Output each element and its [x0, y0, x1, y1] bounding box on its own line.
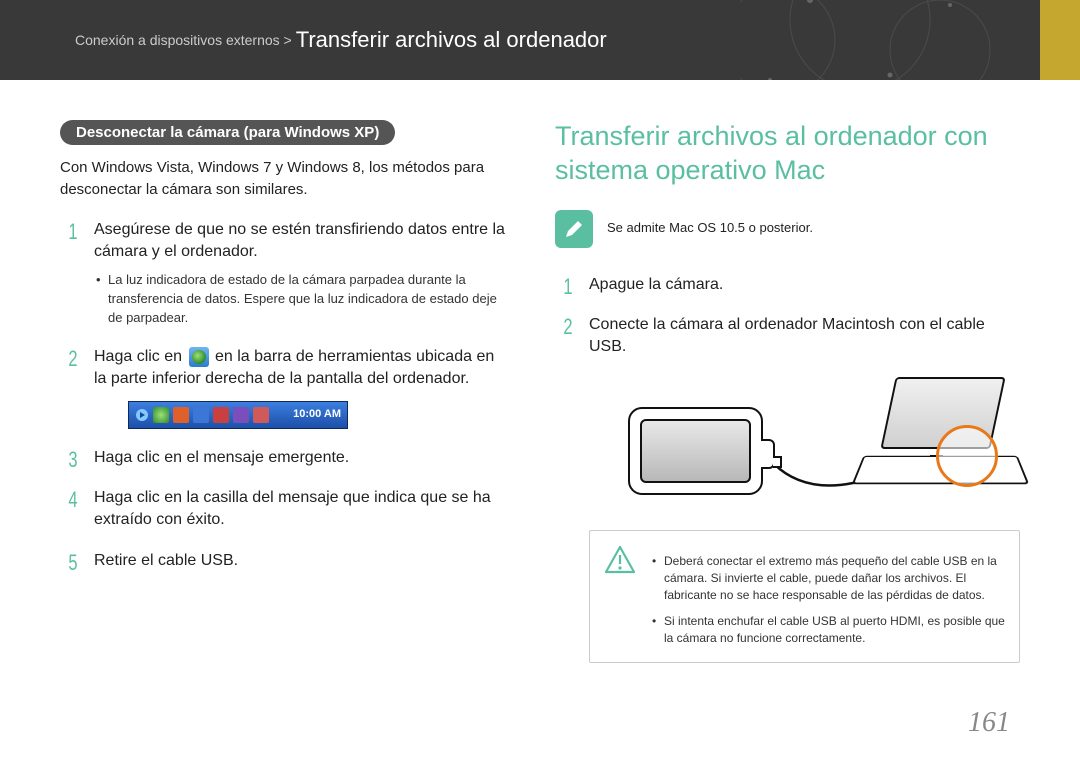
note-box: Se admite Mac OS 10.5 o posterior.	[555, 210, 1020, 248]
tray-icon-1	[153, 407, 169, 423]
taskbar-clock: 10:00 AM	[293, 407, 341, 422]
warning-list: Deberá conectar el extremo más pequeño d…	[650, 545, 1005, 648]
breadcrumb-parent: Conexión a dispositivos externos >	[75, 32, 292, 48]
warning-item-2: Si intenta enchufar el cable USB al puer…	[650, 613, 1005, 648]
right-column: Transferir archivos al ordenador con sis…	[555, 120, 1020, 681]
connection-highlight	[936, 425, 998, 487]
breadcrumb-current: Transferir archivos al ordenador	[296, 27, 607, 53]
right-steps: Apague la cámara. Conecte la cámara al o…	[555, 274, 1020, 663]
taskbar-image: 10:00 AM	[128, 401, 348, 429]
step-1-text: Asegúrese de que no se estén transfirien…	[94, 221, 505, 260]
header-decor	[740, 0, 1000, 80]
warning-item-1: Deberá conectar el extremo más pequeño d…	[650, 553, 1005, 605]
tray-icon-3	[193, 407, 209, 423]
start-arrow-icon	[135, 408, 149, 422]
note-text: Se admite Mac OS 10.5 o posterior.	[607, 210, 813, 235]
warning-icon	[604, 545, 636, 582]
warning-box: Deberá conectar el extremo más pequeño d…	[589, 530, 1020, 663]
page-number: 161	[968, 707, 1010, 739]
right-step-1: Apague la cámara.	[555, 274, 1020, 296]
connection-diagram	[623, 377, 1033, 512]
step-1: Asegúrese de que no se estén transfirien…	[60, 219, 507, 328]
page-header: Conexión a dispositivos externos > Trans…	[0, 0, 1080, 80]
safely-remove-icon	[189, 347, 209, 367]
right-step-2: Conecte la cámara al ordenador Macintosh…	[555, 314, 1020, 663]
subsection-pill: Desconectar la cámara (para Windows XP)	[60, 120, 395, 145]
note-pen-icon	[555, 210, 593, 248]
step-3: Haga clic en el mensaje emergente.	[60, 447, 507, 469]
camera-body	[628, 407, 763, 495]
step-1-sub: La luz indicadora de estado de la cámara…	[94, 271, 507, 328]
gold-accent-bar	[1040, 0, 1080, 80]
tray-icon-4	[213, 407, 229, 423]
step-2: Haga clic en en la barra de herramientas…	[60, 346, 507, 429]
intro-paragraph: Con Windows Vista, Windows 7 y Windows 8…	[60, 157, 507, 201]
laptop	[858, 377, 1023, 497]
tray-icon-2	[173, 407, 189, 423]
step-5: Retire el cable USB.	[60, 550, 507, 572]
right-step-2-text: Conecte la cámara al ordenador Macintosh…	[589, 316, 985, 355]
tray-icon-6	[253, 407, 269, 423]
right-title: Transferir archivos al ordenador con sis…	[555, 120, 1020, 188]
step-2-text-a: Haga clic en	[94, 348, 182, 365]
left-steps: Asegúrese de que no se estén transfirien…	[60, 219, 507, 573]
left-column: Desconectar la cámara (para Windows XP) …	[60, 120, 507, 681]
tray-icon-5	[233, 407, 249, 423]
step-4: Haga clic en la casilla del mensaje que …	[60, 487, 507, 532]
content-area: Desconectar la cámara (para Windows XP) …	[0, 80, 1080, 681]
camera-screen	[640, 419, 751, 483]
